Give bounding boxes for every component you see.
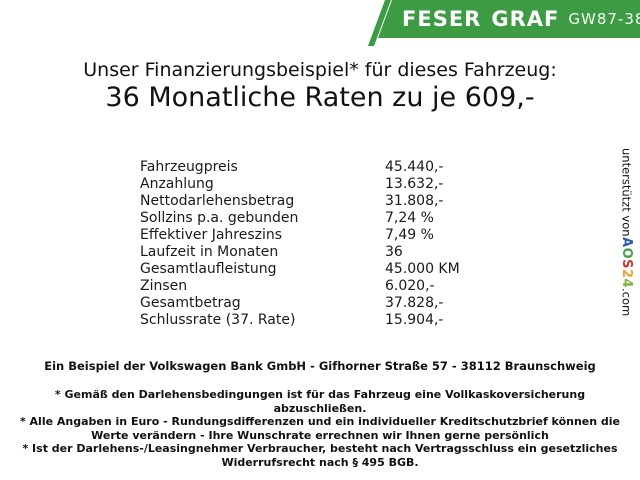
row-value: 37.828,- (385, 295, 444, 311)
row-label: Fahrzeugpreis (140, 159, 238, 175)
row-value: 45.440,- (385, 159, 444, 175)
table-row: Laufzeit in Monaten 36 (140, 244, 500, 261)
row-label: Nettodarlehensbetrag (140, 193, 295, 209)
disclaimer-line: * Ist der Darlehens-/Leasingnehmer Verbr… (22, 442, 618, 469)
brand-name-feser: FESER (402, 6, 482, 31)
table-row: Schlussrate (37. Rate) 15.904,- (140, 312, 500, 329)
table-row: Gesamtbetrag 37.828,- (140, 295, 500, 312)
row-value: 15.904,- (385, 312, 444, 328)
row-value: 13.632,- (385, 176, 444, 192)
row-value: 36 (385, 244, 403, 260)
logo-letter: 2 (619, 268, 634, 279)
row-label: Gesamtbetrag (140, 295, 241, 311)
row-label: Sollzins p.a. gebunden (140, 210, 299, 226)
disclaimer-line: * Alle Angaben in Euro - Rundungsdiffere… (19, 415, 621, 442)
disclaimer-line: * Gemäß den Darlehensbedingungen ist für… (54, 388, 586, 415)
row-label: Schlussrate (37. Rate) (140, 312, 296, 328)
logo-letter: A (619, 236, 634, 248)
brand-banner-shape (368, 0, 640, 46)
banner-body (378, 0, 640, 38)
banner-stripe (368, 0, 391, 46)
table-row: Fahrzeugpreis 45.440,- (140, 159, 500, 176)
row-label: Zinsen (140, 278, 188, 294)
supported-by-label: unterstützt von (619, 148, 634, 237)
table-row: Zinsen 6.020,- (140, 278, 500, 295)
table-row: Gesamtlaufleistung 45.000 KM (140, 261, 500, 278)
row-value: 31.808,- (385, 193, 444, 209)
table-row: Sollzins p.a. gebunden 7,24 % (140, 210, 500, 227)
logo-letter: 4 (619, 278, 634, 288)
logo-letter: O (619, 247, 634, 259)
row-value: 7,49 % (385, 227, 434, 243)
disclaimer-block: * Gemäß den Darlehensbedingungen ist für… (10, 388, 630, 469)
table-row: Anzahlung 13.632,- (140, 176, 500, 193)
offer-subtitle: Unser Finanzierungsbeispiel* für dieses … (83, 59, 557, 81)
aos24-logo: AOS24 (619, 237, 634, 288)
row-value: 7,24 % (385, 210, 434, 226)
row-label: Laufzeit in Monaten (140, 244, 279, 260)
row-value: 6.020,- (385, 278, 435, 294)
supported-by-credit: unterstützt von AOS24 .com (619, 148, 634, 348)
brand-banner: FESER GRAF GW87-3858 (402, 0, 640, 38)
bank-reference: Ein Beispiel der Volkswagen Bank GmbH - … (44, 359, 596, 373)
brand-name-graf: GRAF (491, 6, 560, 31)
vehicle-code: GW87-3858 (568, 9, 640, 28)
financing-table: Fahrzeugpreis 45.440,- Anzahlung 13.632,… (140, 159, 500, 329)
offer-title: 36 Monatliche Raten zu je 609,- (105, 82, 535, 113)
logo-suffix: .com (619, 287, 634, 316)
row-label: Anzahlung (140, 176, 214, 192)
row-value: 45.000 KM (385, 261, 460, 277)
table-row: Nettodarlehensbetrag 31.808,- (140, 193, 500, 210)
row-label: Effektiver Jahreszins (140, 227, 283, 243)
table-row: Effektiver Jahreszins 7,49 % (140, 227, 500, 244)
row-label: Gesamtlaufleistung (140, 261, 277, 277)
logo-letter: S (619, 258, 634, 269)
